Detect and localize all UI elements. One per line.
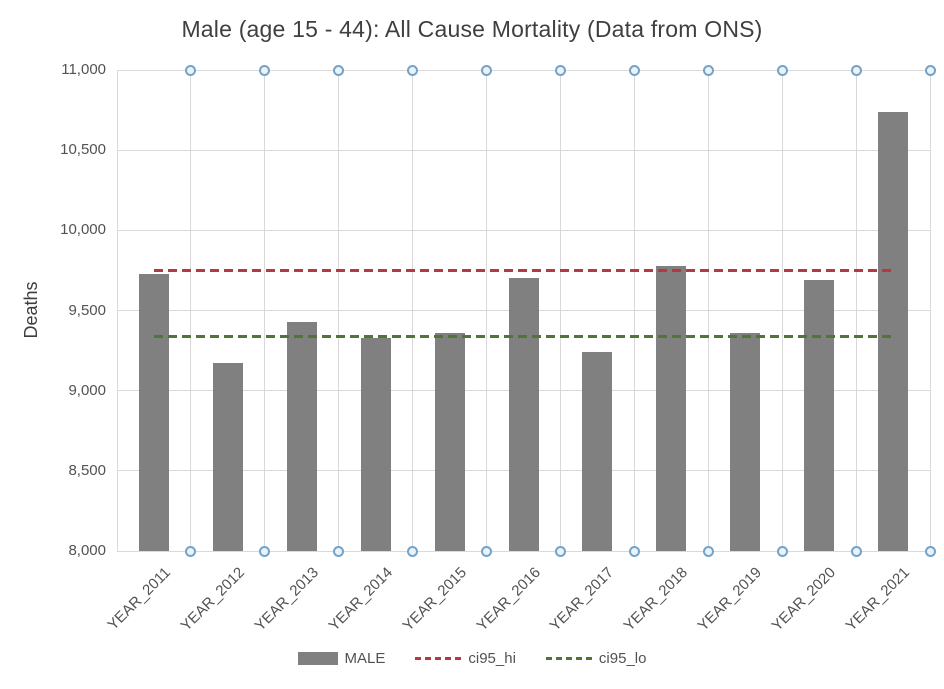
- category-boundary-marker-icon: [554, 64, 566, 76]
- category-boundary-marker-icon: [702, 545, 714, 557]
- bar-year_2013: [286, 321, 317, 551]
- category-boundary-marker-icon: [628, 545, 640, 557]
- gridline-vertical: [855, 70, 857, 551]
- gridline-horizontal: [117, 229, 930, 231]
- y-tick-label: 11,000: [61, 61, 106, 78]
- y-tick-label: 8,000: [68, 542, 106, 559]
- legend-label-ci95-hi: ci95_hi: [468, 650, 516, 667]
- bar-year_2015: [434, 332, 465, 551]
- category-boundary-marker-icon: [924, 64, 936, 76]
- category-boundary-marker-icon: [481, 545, 493, 557]
- y-tick-label: 10,000: [60, 221, 106, 239]
- ci95-lo-dash-swatch-icon: [545, 657, 592, 660]
- bar-year_2021: [878, 111, 909, 551]
- category-boundary-marker-icon: [407, 64, 419, 76]
- legend-item-ci95-hi: ci95_hi: [415, 650, 516, 667]
- y-tick-label: 9,500: [68, 301, 106, 319]
- legend: MALE ci95_hi ci95_lo: [0, 650, 944, 667]
- category-boundary-marker-icon: [702, 64, 714, 76]
- ci95-hi-line: [153, 268, 894, 272]
- legend-item-male: MALE: [297, 650, 386, 667]
- chart-title: Male (age 15 - 44): All Cause Mortality …: [181, 16, 763, 42]
- legend-label-ci95-lo: ci95_lo: [598, 650, 647, 667]
- y-tick-label: 9,000: [68, 381, 106, 399]
- ci95-lo-line: [153, 335, 894, 339]
- bar-year_2012: [212, 362, 243, 551]
- bar-year_2019: [730, 332, 761, 551]
- gridline-horizontal: [117, 149, 930, 151]
- gridline-vertical: [338, 70, 340, 551]
- gridline-horizontal: [117, 550, 930, 552]
- gridline-vertical: [781, 70, 783, 551]
- category-boundary-marker-icon: [259, 545, 271, 557]
- y-tick-label: 10,500: [60, 141, 106, 159]
- gridline-vertical: [412, 70, 414, 551]
- y-tick-label: 8,500: [68, 461, 106, 479]
- gridline-vertical: [264, 70, 266, 551]
- category-boundary-marker-icon: [185, 545, 197, 557]
- ci95-hi-dash-swatch-icon: [415, 657, 462, 660]
- category-boundary-marker-icon: [850, 545, 862, 557]
- bar-year_2018: [656, 266, 687, 551]
- category-boundary-marker-icon: [628, 64, 640, 76]
- gridline-vertical: [929, 70, 931, 551]
- gridline-vertical: [707, 70, 709, 551]
- category-boundary-marker-icon: [259, 64, 271, 76]
- legend-label-male: MALE: [344, 650, 386, 667]
- legend-item-ci95-lo: ci95_lo: [545, 650, 647, 667]
- category-boundary-marker-icon: [924, 545, 936, 557]
- category-boundary-marker-icon: [481, 64, 493, 76]
- category-boundary-marker-icon: [185, 64, 197, 76]
- gridline-vertical: [190, 70, 192, 551]
- category-boundary-marker-icon: [333, 545, 345, 557]
- gridline-vertical: [116, 70, 118, 551]
- category-boundary-marker-icon: [554, 545, 566, 557]
- bar-year_2017: [582, 352, 613, 551]
- gridline-horizontal: [117, 69, 930, 71]
- gridline-vertical: [633, 70, 635, 551]
- category-boundary-marker-icon: [333, 64, 345, 76]
- category-boundary-marker-icon: [407, 545, 419, 557]
- gridline-vertical: [559, 70, 561, 551]
- male-bar-swatch-icon: [297, 652, 338, 665]
- gridline-vertical: [486, 70, 488, 551]
- category-boundary-marker-icon: [776, 545, 788, 557]
- category-boundary-marker-icon: [850, 64, 862, 76]
- category-boundary-marker-icon: [776, 64, 788, 76]
- bar-year_2014: [360, 337, 391, 551]
- bar-year_2011: [138, 274, 169, 551]
- bar-year_2020: [804, 280, 835, 551]
- bar-year_2016: [508, 278, 539, 551]
